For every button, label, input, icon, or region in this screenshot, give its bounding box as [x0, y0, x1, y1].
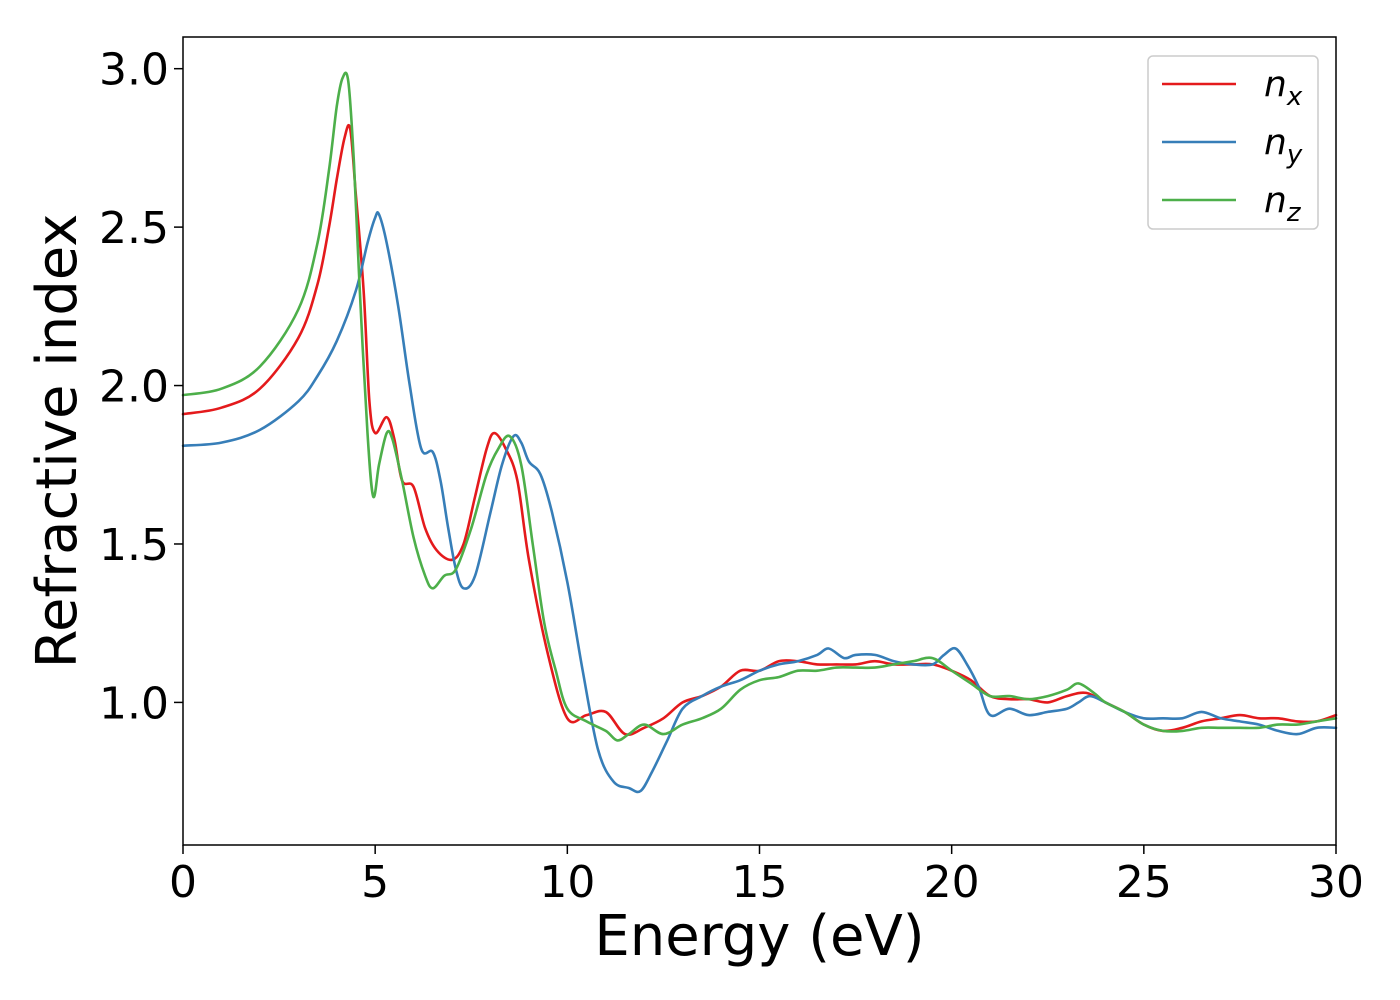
legend-label-main: n [1264, 122, 1287, 163]
x-tick-label: 15 [732, 857, 788, 908]
legend-label-subscript: x [1286, 82, 1303, 112]
x-axis-ticks: 0 5 10 15 20 25 30 [169, 845, 1364, 908]
x-tick-label: 20 [924, 857, 980, 908]
x-tick-label: 0 [169, 857, 197, 908]
x-tick-label: 10 [539, 857, 595, 908]
y-axis-ticks: 1.0 1.5 2.0 2.5 3.0 [99, 45, 183, 729]
y-tick-label: 1.0 [99, 678, 169, 729]
y-tick-label: 3.0 [99, 45, 169, 96]
legend-label-ny: ny [1264, 122, 1303, 170]
series-layer [181, 71, 1338, 794]
legend-label-nx: nx [1264, 64, 1303, 112]
x-tick-label: 25 [1116, 857, 1172, 908]
legend-label-subscript: y [1286, 140, 1303, 170]
legend-label-nz: nz [1264, 180, 1302, 228]
legend-label-subscript: z [1286, 198, 1302, 228]
x-axis-title: Energy (eV) [594, 904, 924, 969]
y-tick-label: 2.0 [99, 362, 169, 413]
y-tick-label: 2.5 [99, 203, 169, 254]
legend-label-main: n [1264, 64, 1287, 105]
plot-background [183, 37, 1336, 845]
x-tick-label: 5 [361, 857, 389, 908]
y-tick-label: 1.5 [99, 520, 169, 571]
series-line-nz [181, 71, 1338, 742]
legend-label-main: n [1264, 180, 1287, 221]
x-tick-label: 30 [1308, 857, 1364, 908]
y-axis-title: Refractive index [25, 214, 90, 669]
